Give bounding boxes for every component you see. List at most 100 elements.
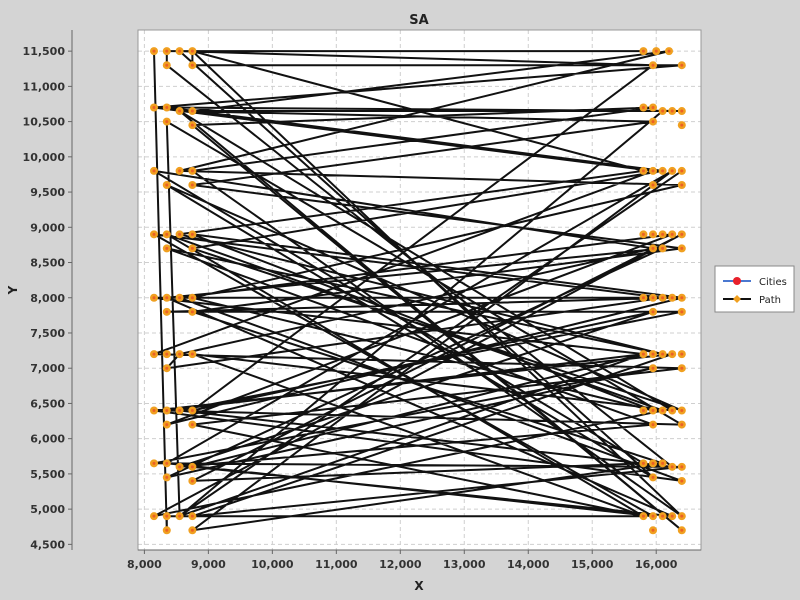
y-tick-label: 7,500 <box>30 327 65 340</box>
city-point-core <box>165 352 169 356</box>
city-point-core <box>190 123 194 127</box>
city-point-core <box>165 120 169 124</box>
city-point-core <box>152 352 156 356</box>
city-point-core <box>661 232 665 236</box>
city-point-core <box>680 528 684 532</box>
city-point-core <box>651 475 655 479</box>
city-point-core <box>680 310 684 314</box>
city-point-core <box>680 63 684 67</box>
city-point-core <box>165 106 169 110</box>
city-point-core <box>152 232 156 236</box>
y-tick-label: 6,000 <box>30 433 65 446</box>
city-point-core <box>651 296 655 300</box>
y-tick-label: 5,500 <box>30 468 65 481</box>
city-point-core <box>165 49 169 53</box>
city-point-core <box>680 169 684 173</box>
city-point-core <box>670 169 674 173</box>
city-point-core <box>680 246 684 250</box>
city-markers <box>149 47 686 535</box>
y-tick-label: 11,500 <box>23 45 66 58</box>
city-point-core <box>651 514 655 518</box>
city-point-core <box>165 423 169 427</box>
city-point-core <box>190 169 194 173</box>
city-point-core <box>651 120 655 124</box>
city-point-core <box>680 183 684 187</box>
city-point-core <box>165 408 169 412</box>
y-tick-label: 8,500 <box>30 257 65 270</box>
city-point-core <box>178 49 182 53</box>
city-point-core <box>165 232 169 236</box>
city-point-core <box>190 296 194 300</box>
x-axis: 8,000 9,000 10,000 11,000 12,000 13,000 14,000… <box>127 549 701 571</box>
city-point-core <box>661 352 665 356</box>
city-point-core <box>165 528 169 532</box>
city-point-core <box>651 63 655 67</box>
city-point-core <box>661 246 665 250</box>
city-point-core <box>680 479 684 483</box>
city-point-core <box>651 106 655 110</box>
city-point-core <box>670 109 674 113</box>
x-tick-label: 13,000 <box>443 558 486 571</box>
y-tick-label: 6,500 <box>30 397 65 410</box>
city-point-core <box>641 352 645 356</box>
city-point-core <box>680 123 684 127</box>
city-point-core <box>651 169 655 173</box>
city-point-core <box>152 514 156 518</box>
city-point-core <box>661 169 665 173</box>
city-point-core <box>190 183 194 187</box>
city-point-core <box>670 296 674 300</box>
city-point-core <box>190 109 194 113</box>
city-point-core <box>651 352 655 356</box>
city-point-core <box>152 461 156 465</box>
city-point-core <box>152 296 156 300</box>
city-point-core <box>165 296 169 300</box>
city-point-core <box>641 408 645 412</box>
city-point-core <box>651 366 655 370</box>
city-point-core <box>178 109 182 113</box>
city-point-core <box>178 352 182 356</box>
city-point-core <box>178 465 182 469</box>
legend: Cities Path <box>714 265 795 313</box>
city-point-core <box>670 514 674 518</box>
city-point-core <box>165 475 169 479</box>
city-point-core <box>641 296 645 300</box>
city-point-core <box>641 106 645 110</box>
legend-path-label: Path <box>759 295 781 306</box>
city-point-core <box>641 169 645 173</box>
city-point-core <box>178 408 182 412</box>
y-tick-label: 5,000 <box>30 503 65 516</box>
city-point-core <box>670 352 674 356</box>
city-point-core <box>165 461 169 465</box>
y-tick-label: 9,000 <box>30 221 65 234</box>
path-series-line <box>153 50 683 532</box>
city-point-core <box>651 408 655 412</box>
x-tick-label: 10,000 <box>251 558 294 571</box>
city-point-core <box>680 352 684 356</box>
city-point-core <box>190 49 194 53</box>
city-point-core <box>661 514 665 518</box>
city-point-core <box>190 514 194 518</box>
legend-cities-label: Cities <box>759 277 787 288</box>
y-tick-label: 8,000 <box>30 292 65 305</box>
x-tick-label: 14,000 <box>507 558 550 571</box>
city-point-core <box>152 169 156 173</box>
city-point-core <box>190 352 194 356</box>
city-point-core <box>651 528 655 532</box>
city-point-core <box>165 310 169 314</box>
city-point-core <box>661 461 665 465</box>
city-point-core <box>641 514 645 518</box>
x-tick-labels: 8,000 9,000 10,000 11,000 12,000 13,000 14,000… <box>127 550 678 571</box>
city-point-core <box>165 63 169 67</box>
city-point-core <box>641 461 645 465</box>
city-point-core <box>165 366 169 370</box>
city-point-core <box>165 246 169 250</box>
city-point-core <box>190 408 194 412</box>
x-tick-label: 16,000 <box>635 558 678 571</box>
city-point-core <box>661 408 665 412</box>
city-point-core <box>165 514 169 518</box>
city-point-core <box>190 479 194 483</box>
city-point-core <box>651 310 655 314</box>
y-tick-label: 4,500 <box>30 538 65 551</box>
x-tick-label: 8,000 <box>127 558 162 571</box>
city-point-core <box>654 49 658 53</box>
